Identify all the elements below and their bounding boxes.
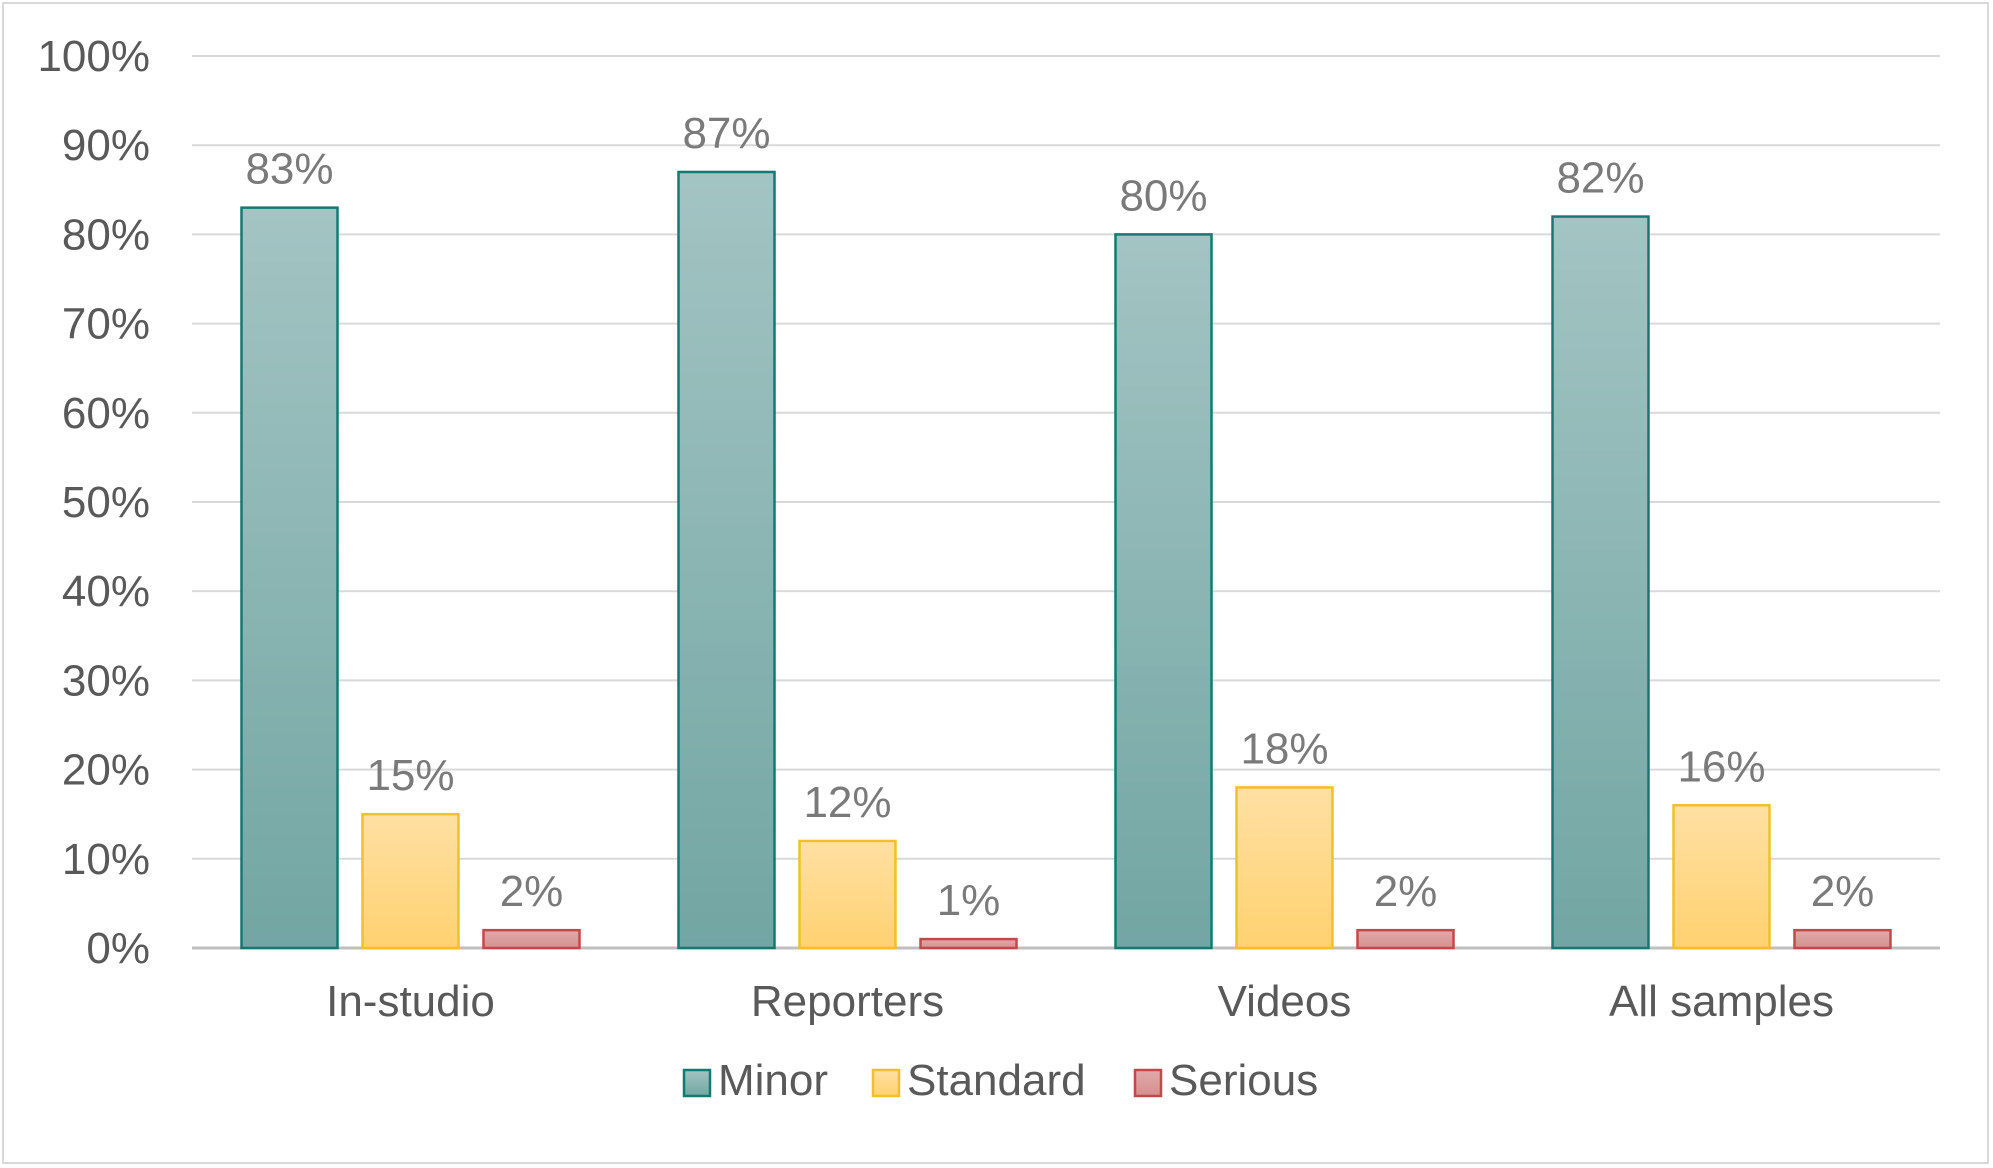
- data-label-minor-2: 80%: [1119, 171, 1207, 220]
- data-label-minor-1: 87%: [682, 109, 770, 158]
- bar-minor-3: [1551, 215, 1650, 950]
- y-tick-label: 30%: [62, 656, 150, 705]
- legend-swatch-standard: [871, 1068, 901, 1098]
- data-label-standard-3: 16%: [1677, 742, 1765, 791]
- bar-minor-2: [1114, 233, 1213, 950]
- bar-minor-0: [240, 206, 339, 950]
- y-tick-label: 0%: [86, 924, 150, 973]
- y-tick-label: 50%: [62, 478, 150, 527]
- y-tick-label: 60%: [62, 389, 150, 438]
- bar-standard-0: [361, 812, 460, 950]
- y-tick-label: 70%: [62, 300, 150, 349]
- data-labels: 83% 15% 2% 87% 12% 1% 80% 18% 2% 82% 16% 2%: [245, 109, 1874, 925]
- legend-label-serious: Serious: [1169, 1056, 1318, 1105]
- legend-swatch-serious: [1133, 1068, 1163, 1098]
- category-label: Reporters: [751, 977, 944, 1026]
- bar-serious-1: [919, 937, 1018, 950]
- data-label-serious-3: 2%: [1811, 867, 1875, 916]
- y-tick-label: 90%: [62, 121, 150, 170]
- legend-label-standard: Standard: [907, 1056, 1086, 1105]
- category-label: All samples: [1609, 977, 1834, 1026]
- legend-label-minor: Minor: [718, 1056, 828, 1105]
- data-label-standard-0: 15%: [366, 751, 454, 800]
- data-label-standard-2: 18%: [1240, 724, 1328, 773]
- bar-serious-2: [1356, 928, 1455, 950]
- y-axis-ticks: 0% 10% 20% 30% 40% 50% 60% 70% 80% 90% 100%: [37, 32, 150, 973]
- bar-standard-2: [1235, 786, 1334, 950]
- data-label-serious-1: 1%: [937, 876, 1001, 925]
- bar-standard-1: [798, 839, 897, 950]
- data-label-minor-3: 82%: [1556, 154, 1644, 203]
- bars: [240, 170, 1892, 950]
- bar-serious-0: [482, 928, 581, 950]
- data-label-standard-1: 12%: [803, 778, 891, 827]
- y-tick-label: 40%: [62, 567, 150, 616]
- data-label-serious-2: 2%: [1374, 867, 1438, 916]
- data-label-minor-0: 83%: [245, 145, 333, 194]
- bar-minor-1: [677, 170, 776, 950]
- legend-swatch-minor: [682, 1068, 712, 1098]
- bar-standard-3: [1672, 804, 1771, 950]
- y-tick-label: 10%: [62, 835, 150, 884]
- data-label-serious-0: 2%: [500, 867, 564, 916]
- category-labels: In-studio Reporters Videos All samples: [326, 977, 1834, 1026]
- legend: Minor Standard Serious: [682, 1056, 1318, 1105]
- y-tick-label: 20%: [62, 746, 150, 795]
- category-label: Videos: [1218, 977, 1352, 1026]
- bar-serious-3: [1793, 928, 1892, 950]
- y-tick-label: 100%: [37, 32, 150, 81]
- y-tick-label: 80%: [62, 210, 150, 259]
- category-label: In-studio: [326, 977, 495, 1026]
